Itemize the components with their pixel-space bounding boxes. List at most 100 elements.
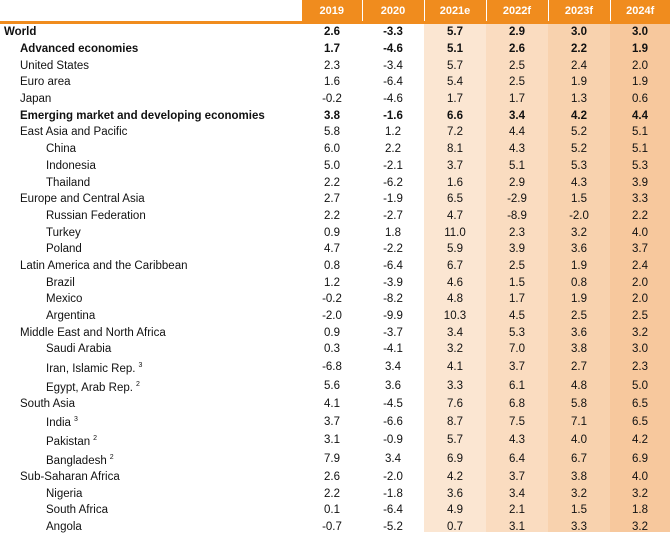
value-cell: 3.2 [548, 485, 610, 502]
value-cell: 2.5 [486, 258, 548, 275]
row-label-text: Iran, Islamic Rep. [46, 363, 135, 375]
value-cell: 2.2 [610, 208, 670, 225]
value-cell: 5.7 [424, 23, 486, 41]
value-cell: 2.2 [302, 174, 362, 191]
value-cell: 4.3 [548, 174, 610, 191]
value-cell: 3.8 [548, 469, 610, 486]
value-cell: -2.7 [362, 208, 424, 225]
value-cell: 5.3 [486, 324, 548, 341]
value-cell: 2.7 [548, 358, 610, 377]
value-cell: 7.1 [548, 412, 610, 431]
value-cell: 6.5 [610, 412, 670, 431]
value-cell: 3.0 [610, 23, 670, 41]
value-cell: 6.8 [486, 395, 548, 412]
row-label: Mexico [0, 291, 302, 308]
value-cell: 1.9 [610, 74, 670, 91]
value-cell: 7.0 [486, 341, 548, 358]
value-cell: 4.0 [610, 224, 670, 241]
value-cell: 3.9 [610, 174, 670, 191]
value-cell: -2.0 [362, 469, 424, 486]
value-cell: 2.2 [302, 208, 362, 225]
value-cell: 6.9 [610, 450, 670, 469]
row-label-text: Emerging market and developing economies [20, 110, 265, 122]
value-cell: 2.9 [486, 174, 548, 191]
value-cell: 3.7 [302, 412, 362, 431]
value-cell: 4.9 [424, 502, 486, 519]
row-label: South Asia [0, 395, 302, 412]
value-cell: 4.0 [610, 469, 670, 486]
row-label-text: Europe and Central Asia [20, 193, 145, 205]
value-cell: 4.0 [548, 431, 610, 450]
value-cell: 3.8 [302, 107, 362, 124]
row-label-text: Middle East and North Africa [20, 327, 166, 339]
footnote-marker: 3 [74, 416, 78, 423]
row-label: Russian Federation [0, 208, 302, 225]
row-label: Turkey [0, 224, 302, 241]
column-header: 2021e [424, 0, 486, 23]
value-cell: 4.7 [424, 208, 486, 225]
value-cell: 3.3 [610, 191, 670, 208]
value-cell: 3.4 [486, 107, 548, 124]
value-cell: 1.6 [424, 174, 486, 191]
row-label: Euro area [0, 74, 302, 91]
row-label-text: South Africa [46, 504, 108, 516]
row-label: Latin America and the Caribbean [0, 258, 302, 275]
value-cell: 3.6 [424, 485, 486, 502]
value-cell: 4.2 [548, 107, 610, 124]
value-cell: 5.7 [424, 57, 486, 74]
value-cell: 0.9 [302, 324, 362, 341]
row-label-text: Japan [20, 93, 51, 105]
value-cell: 4.4 [486, 124, 548, 141]
value-cell: 2.3 [610, 358, 670, 377]
value-cell: 3.7 [424, 158, 486, 175]
value-cell: -3.3 [362, 23, 424, 41]
column-header: 2023f [548, 0, 610, 23]
value-cell: 3.6 [548, 324, 610, 341]
value-cell: 2.4 [548, 57, 610, 74]
row-label-text: East Asia and Pacific [20, 126, 127, 138]
value-cell: 2.4 [610, 258, 670, 275]
value-cell: 2.7 [302, 191, 362, 208]
value-cell: -4.6 [362, 91, 424, 108]
row-label-text: Latin America and the Caribbean [20, 260, 188, 272]
value-cell: 6.7 [424, 258, 486, 275]
row-label-text: Bangladesh [46, 455, 107, 467]
row-label: East Asia and Pacific [0, 124, 302, 141]
value-cell: 2.6 [486, 41, 548, 58]
value-cell: -1.9 [362, 191, 424, 208]
value-cell: 3.2 [424, 341, 486, 358]
value-cell: -6.4 [362, 74, 424, 91]
value-cell: 4.3 [486, 141, 548, 158]
value-cell: -2.9 [486, 191, 548, 208]
value-cell: 3.2 [610, 485, 670, 502]
value-cell: 3.6 [548, 241, 610, 258]
value-cell: 6.6 [424, 107, 486, 124]
value-cell: 8.7 [424, 412, 486, 431]
row-label-text: China [46, 143, 76, 155]
value-cell: 5.0 [610, 377, 670, 396]
value-cell: 2.0 [610, 291, 670, 308]
value-cell: -6.8 [302, 358, 362, 377]
value-cell: 10.3 [424, 308, 486, 325]
row-label-text: Turkey [46, 227, 81, 239]
row-label: Saudi Arabia [0, 341, 302, 358]
value-cell: -4.1 [362, 341, 424, 358]
column-header: 2020 [362, 0, 424, 23]
value-cell: 4.8 [548, 377, 610, 396]
value-cell: 1.9 [548, 74, 610, 91]
value-cell: 4.1 [424, 358, 486, 377]
value-cell: -5.2 [362, 519, 424, 535]
